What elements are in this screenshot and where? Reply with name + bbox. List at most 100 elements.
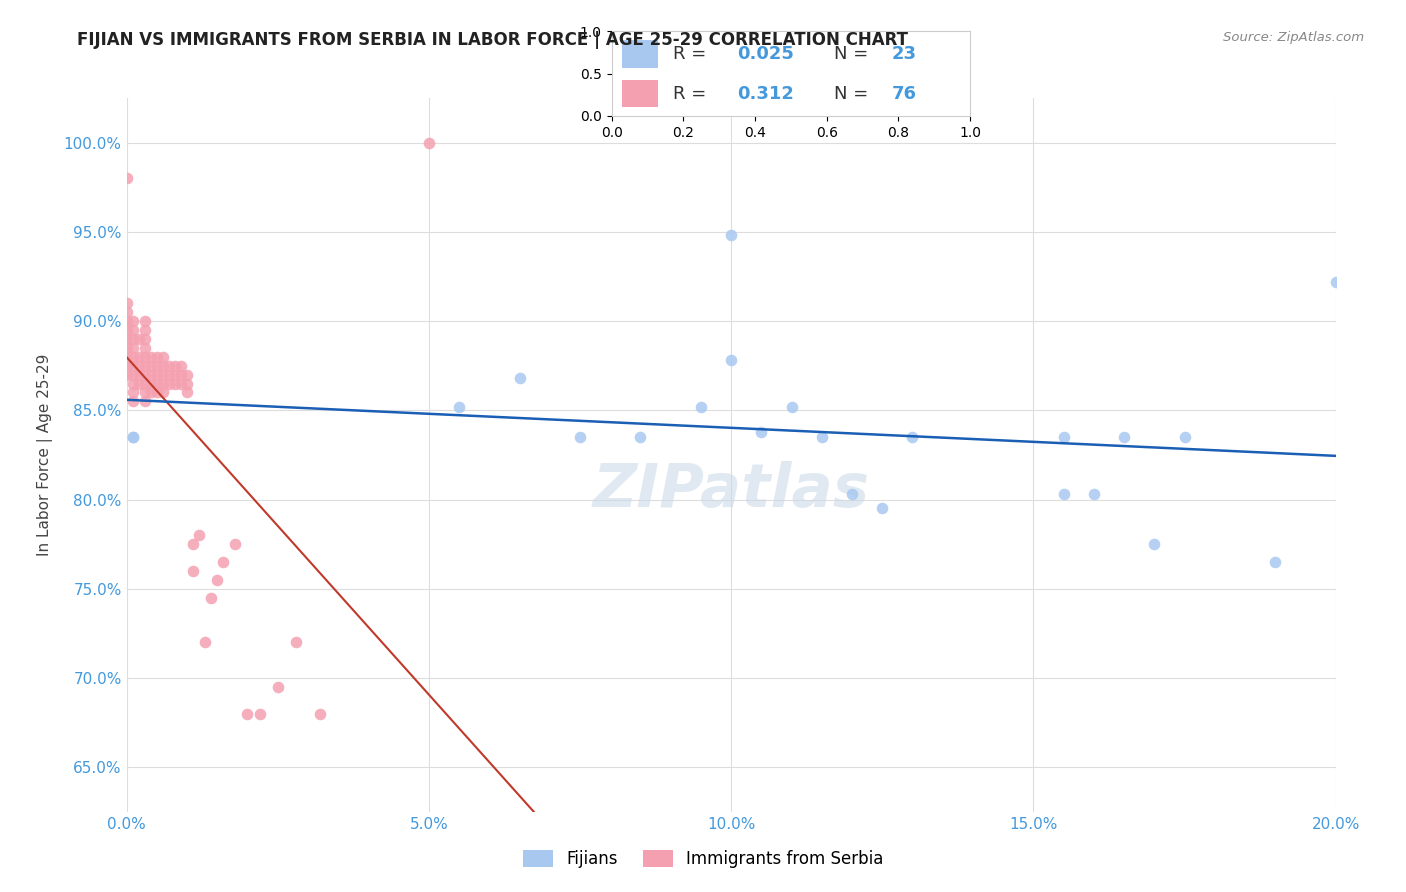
Point [139, 350, 162, 364]
Point [176, 385, 198, 400]
Point [236, 706, 259, 721]
Point [115, 171, 138, 186]
Point [901, 430, 924, 444]
Point [115, 368, 138, 382]
Text: Source: ZipAtlas.com: Source: ZipAtlas.com [1223, 31, 1364, 45]
Point [121, 323, 143, 337]
Point [139, 376, 162, 391]
Text: FIJIAN VS IMMIGRANTS FROM SERBIA IN LABOR FORCE | AGE 25-29 CORRELATION CHART: FIJIAN VS IMMIGRANTS FROM SERBIA IN LABO… [77, 31, 908, 49]
Point [194, 635, 217, 649]
Point [134, 323, 156, 337]
Point [170, 368, 193, 382]
Point [200, 591, 222, 605]
Point [121, 376, 143, 391]
Point [115, 323, 138, 337]
FancyBboxPatch shape [623, 40, 658, 68]
Legend: Fijians, Immigrants from Serbia: Fijians, Immigrants from Serbia [516, 843, 890, 875]
Point [309, 706, 332, 721]
Point [115, 332, 138, 346]
Point [418, 136, 440, 150]
Text: R =: R = [672, 45, 706, 62]
Point [128, 376, 150, 391]
Point [139, 385, 162, 400]
Point [267, 680, 290, 694]
Point [134, 350, 156, 364]
Point [1053, 430, 1076, 444]
Point [121, 314, 143, 328]
Point [1053, 487, 1076, 501]
Text: ZIPatlas: ZIPatlas [592, 461, 870, 520]
Point [146, 359, 169, 373]
Point [157, 359, 180, 373]
Point [810, 430, 832, 444]
Point [134, 368, 156, 382]
Text: 0.312: 0.312 [737, 85, 794, 103]
Point [134, 314, 156, 328]
Point [1264, 555, 1286, 569]
Text: R =: R = [672, 85, 706, 103]
Text: 0.025: 0.025 [737, 45, 794, 62]
Point [163, 376, 186, 391]
Point [146, 350, 169, 364]
Point [139, 359, 162, 373]
Point [134, 341, 156, 355]
Point [170, 359, 193, 373]
Point [128, 368, 150, 382]
Point [249, 706, 271, 721]
Point [128, 359, 150, 373]
Point [121, 332, 143, 346]
Point [181, 564, 204, 578]
Point [134, 376, 156, 391]
Point [139, 368, 162, 382]
Point [176, 368, 198, 382]
Point [872, 501, 894, 516]
Point [157, 376, 180, 391]
Point [121, 359, 143, 373]
Point [146, 368, 169, 382]
Point [568, 430, 592, 444]
Text: N =: N = [834, 45, 868, 62]
Point [170, 376, 193, 391]
Point [134, 394, 156, 409]
Point [121, 430, 143, 444]
Text: 76: 76 [891, 85, 917, 103]
Point [115, 341, 138, 355]
Point [115, 305, 138, 319]
Point [152, 385, 174, 400]
Point [176, 376, 198, 391]
Point [152, 359, 174, 373]
Point [630, 430, 652, 444]
Point [751, 425, 773, 439]
Point [447, 400, 470, 414]
Point [163, 359, 186, 373]
Point [115, 296, 138, 310]
Point [134, 359, 156, 373]
Point [152, 368, 174, 382]
Text: 23: 23 [891, 45, 917, 62]
Point [689, 400, 711, 414]
Point [1083, 487, 1105, 501]
Point [115, 314, 138, 328]
Point [720, 353, 742, 368]
Point [1173, 430, 1195, 444]
Point [780, 400, 803, 414]
Point [720, 228, 742, 243]
Point [841, 487, 863, 501]
Point [121, 341, 143, 355]
Point [152, 350, 174, 364]
Point [1324, 275, 1347, 289]
Point [128, 350, 150, 364]
Point [1143, 537, 1166, 551]
Point [181, 537, 204, 551]
Point [134, 332, 156, 346]
Point [224, 537, 246, 551]
Point [284, 635, 307, 649]
Point [121, 394, 143, 409]
Point [1114, 430, 1136, 444]
Text: N =: N = [834, 85, 868, 103]
Point [121, 368, 143, 382]
Point [188, 528, 211, 542]
Point [115, 350, 138, 364]
Point [157, 368, 180, 382]
Point [115, 359, 138, 373]
